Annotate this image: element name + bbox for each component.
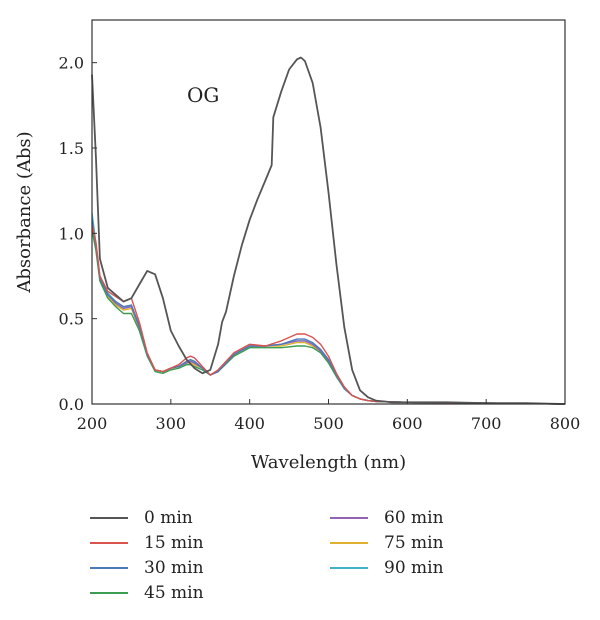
annotation-label: OG [187, 83, 219, 107]
legend-item: 30 min [90, 555, 204, 580]
x-tick-label: 200 [77, 414, 108, 433]
legend-swatch [90, 541, 128, 544]
y-axis-title: Absorbance (Abs) [14, 131, 35, 293]
legend-column-left: 0 min 15 min 30 min 45 min [90, 505, 204, 605]
legend-label: 0 min [144, 507, 193, 528]
legend-swatch [330, 516, 368, 519]
legend-swatch [330, 541, 368, 544]
legend-item: 90 min [330, 555, 444, 580]
legend-item: 15 min [90, 530, 204, 555]
legend-column-right: 60 min 75 min 90 min [330, 505, 444, 580]
legend-item: 60 min [330, 505, 444, 530]
series-line-15-min [91, 224, 566, 405]
y-tick-label: 0.5 [59, 310, 84, 329]
legend-item: 45 min [90, 580, 204, 605]
legend-label: 15 min [144, 532, 204, 553]
legend-swatch [90, 566, 128, 569]
x-tick-label: 600 [392, 414, 423, 433]
legend-item: 75 min [330, 530, 444, 555]
plot-frame [91, 19, 566, 405]
y-tick-label: 0.0 [59, 395, 84, 414]
y-tick-label: 1.5 [59, 139, 84, 158]
legend-swatch [90, 516, 128, 519]
x-axis: 200 300 400 500 600 700 800 [77, 399, 581, 433]
series-line-90-min [91, 212, 566, 405]
x-tick-label: 700 [471, 414, 502, 433]
legend-label: 30 min [144, 557, 204, 578]
absorbance-chart: 200 300 400 500 600 700 800 0.0 0.5 1.0 1.5 2.0 OG… [14, 19, 581, 473]
series-line-30-min [91, 219, 566, 405]
legend-label: 75 min [384, 532, 444, 553]
x-tick-label: 300 [156, 414, 187, 433]
x-tick-label: 400 [234, 414, 265, 433]
x-tick-label: 500 [313, 414, 344, 433]
y-tick-label: 1.0 [59, 224, 84, 243]
series-line-75-min [91, 226, 566, 405]
legend-label: 45 min [144, 582, 204, 603]
plot-series [91, 56, 566, 405]
legend-swatch [90, 591, 128, 594]
y-axis: 0.0 0.5 1.0 1.5 2.0 [59, 54, 97, 414]
legend-item: 0 min [90, 505, 204, 530]
series-line-0-min [91, 56, 566, 405]
series-line-60-min [91, 222, 566, 405]
legend-swatch [330, 566, 368, 569]
series-line-45-min [91, 229, 566, 405]
x-axis-title: Wavelength (nm) [251, 452, 406, 473]
y-tick-label: 2.0 [59, 54, 84, 73]
x-tick-label: 800 [550, 414, 581, 433]
legend-label: 90 min [384, 557, 444, 578]
legend-label: 60 min [384, 507, 444, 528]
